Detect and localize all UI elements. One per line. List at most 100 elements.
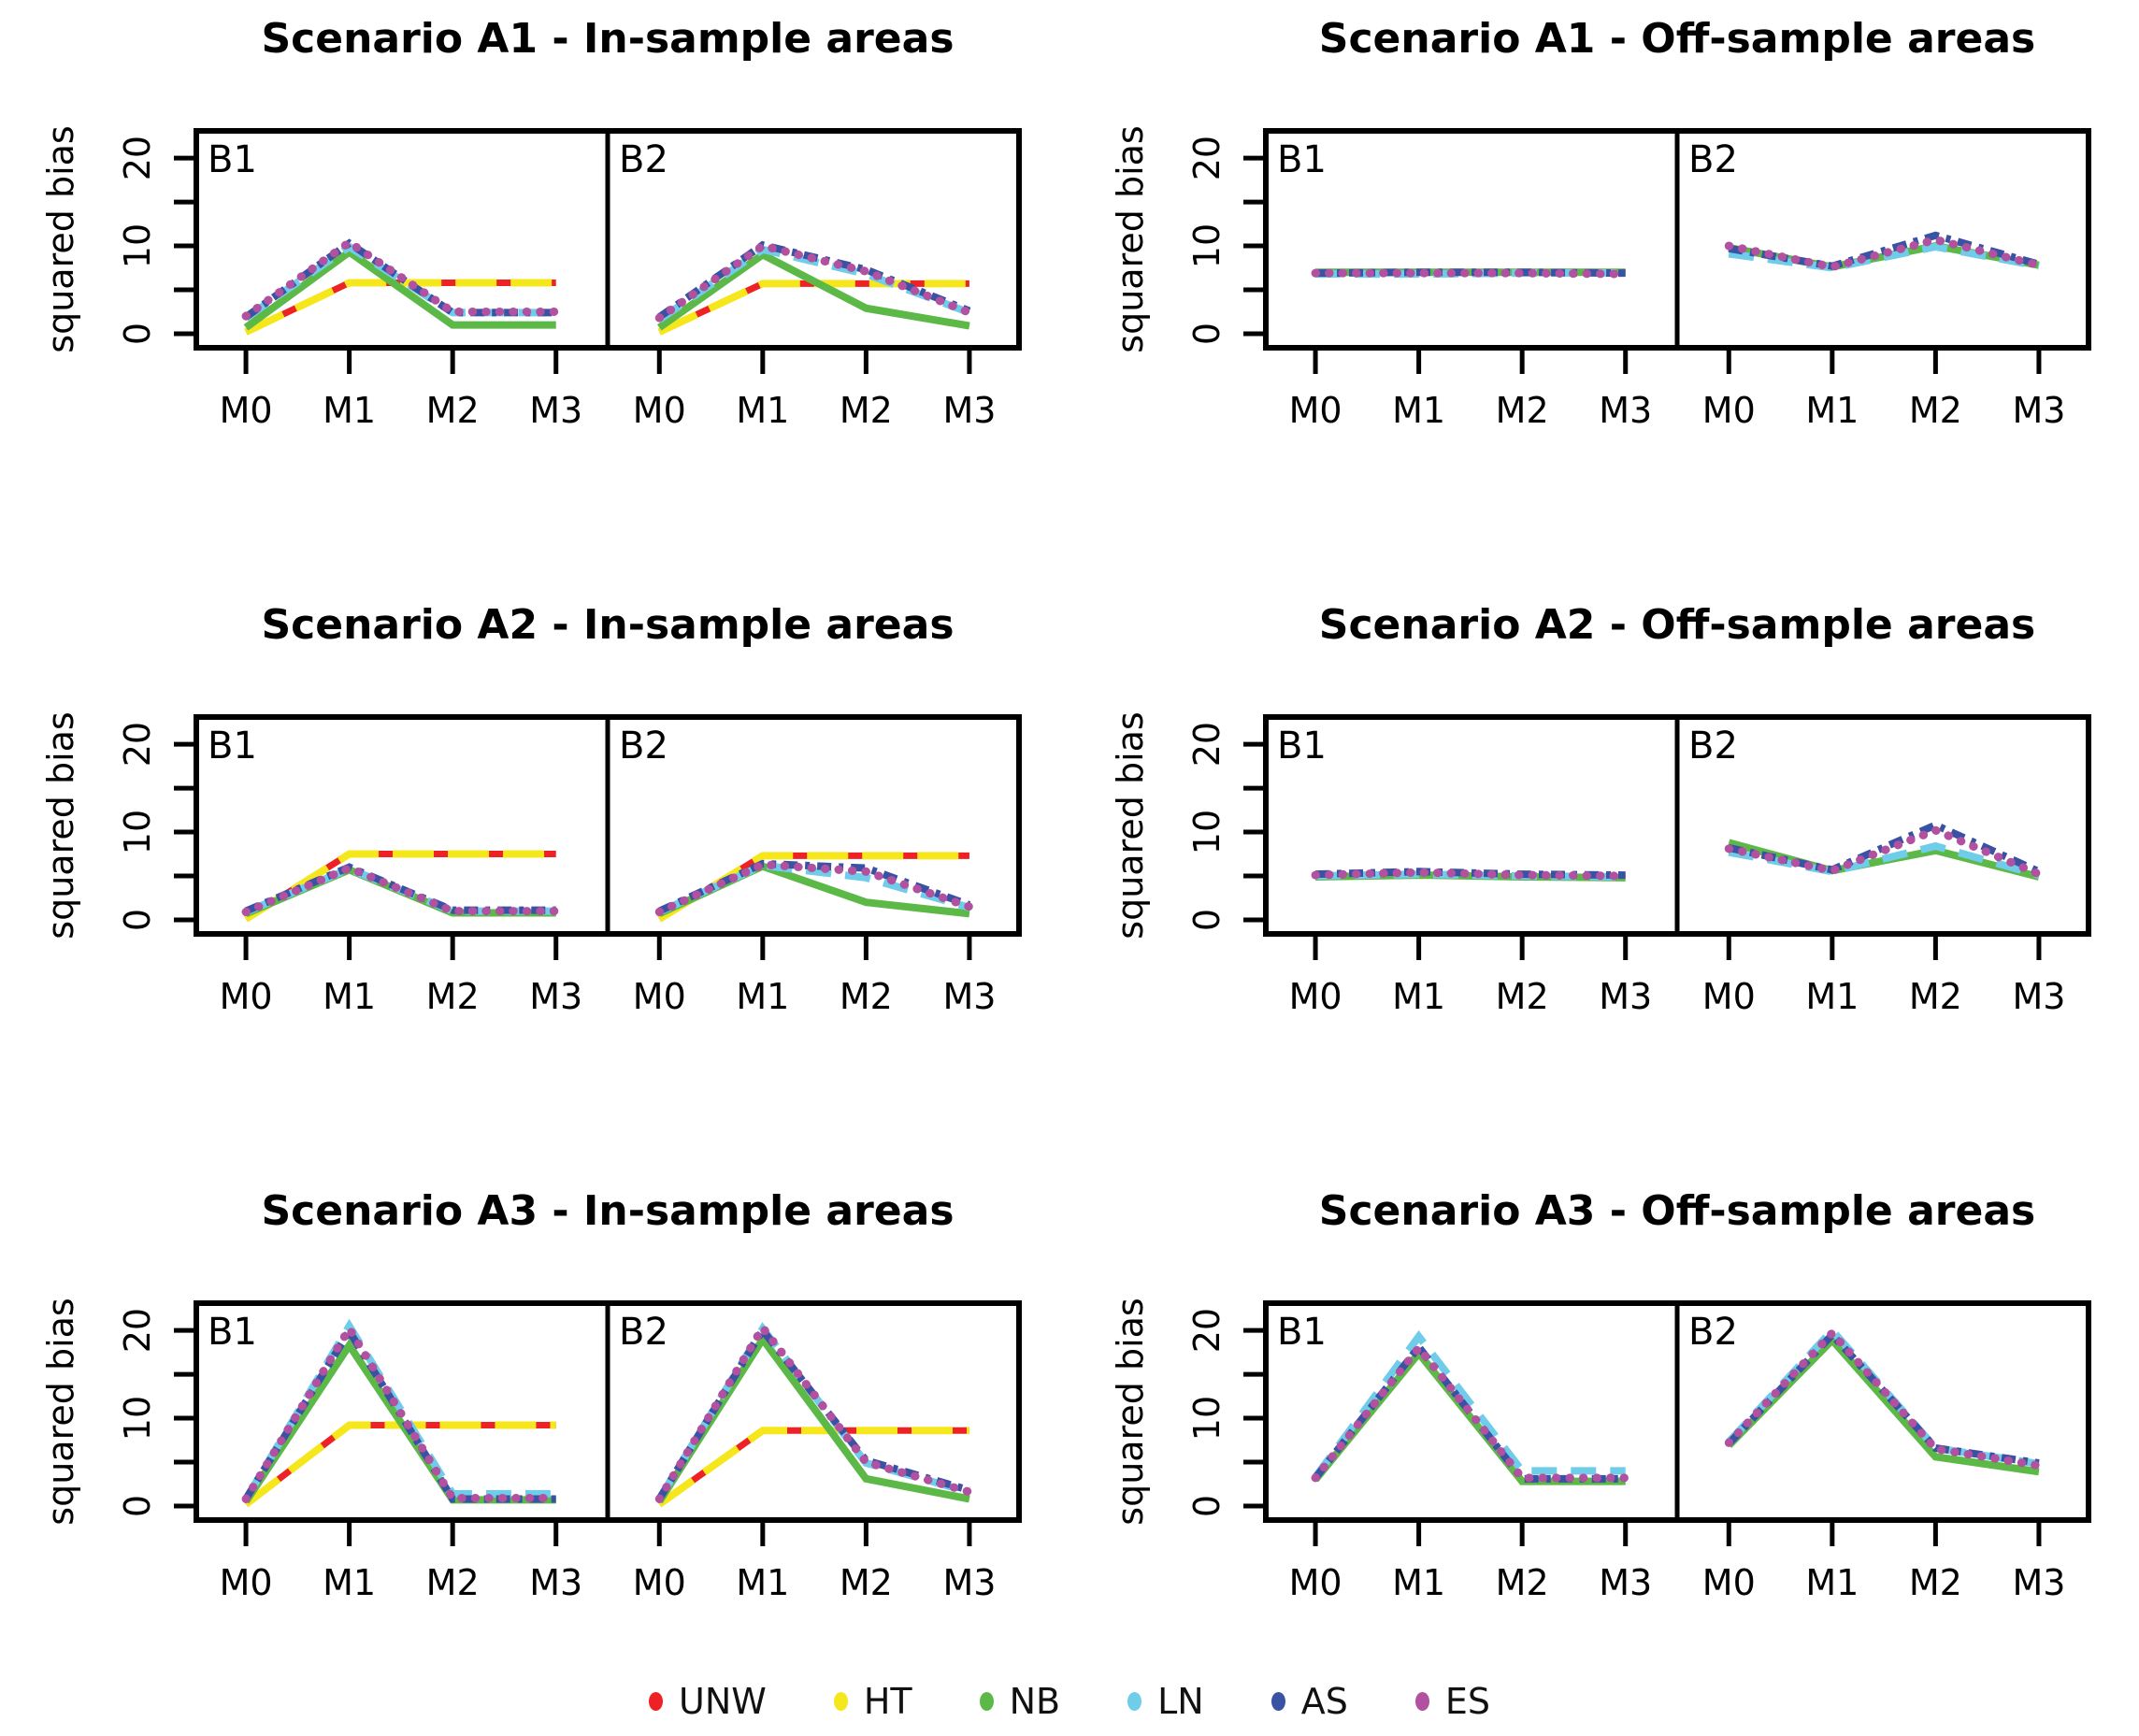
y-tick-label: 10 (1186, 1396, 1227, 1441)
y-tick-label: 0 (1186, 1495, 1227, 1517)
series-line-ht-b2 (656, 1427, 969, 1508)
subpanel-label-b1: B1 (1277, 138, 1327, 181)
series-line-nb-b2 (656, 250, 970, 331)
x-tick-label: M3 (2012, 390, 2065, 431)
y-tick-label: 0 (1186, 909, 1227, 931)
chart-svg-5: Scenario A3 - Off-sample areas squared bi… (1110, 1187, 2091, 1603)
y-tick-label: 10 (1186, 223, 1227, 268)
x-tick-label: M1 (1805, 390, 1859, 431)
subpanel-label-b2: B2 (619, 725, 668, 768)
subpanel-label-b1: B1 (1277, 1311, 1327, 1354)
series-line-es-b2 (1724, 1327, 2044, 1471)
y-axis-label: squared bias (40, 711, 81, 939)
legend-label-nb: NB (1009, 1681, 1061, 1722)
legend-label-unw: UNW (679, 1681, 767, 1722)
chart-panel-4: Scenario A3 - In-sample areas squared bia… (0, 1172, 1070, 1736)
chart-panel-1: Scenario A1 - Off-sample areas squared bi… (1070, 0, 2139, 586)
chart-title: Scenario A2 - Off-sample areas (1319, 601, 2035, 649)
y-axis-label: squared bias (40, 1298, 81, 1525)
x-tick-label: M2 (1496, 976, 1549, 1017)
legend-item-es: ES (1414, 1681, 1490, 1722)
x-tick-label: M1 (736, 976, 789, 1017)
legend-dot-ht (833, 1692, 848, 1711)
legend-item-ln: LN (1127, 1681, 1204, 1722)
x-tick-label: M0 (220, 976, 273, 1017)
x-tick-label: M2 (426, 1562, 480, 1603)
legend-label-es: ES (1444, 1681, 1490, 1722)
x-tick-label: M2 (1496, 1562, 1549, 1603)
legend: UNW HT NB LN AS ES (0, 1681, 2139, 1722)
x-tick-label: M3 (529, 1562, 582, 1603)
legend-dot-as (1270, 1692, 1285, 1711)
y-tick-label: 0 (117, 909, 158, 931)
y-axis-label: squared bias (1110, 1298, 1151, 1525)
x-tick-label: M2 (840, 976, 893, 1017)
series-line-ht-b1 (244, 279, 556, 336)
y-tick-label: 20 (117, 1308, 158, 1353)
subpanel-label-b2: B2 (619, 1311, 668, 1354)
series-line-es-b2 (1724, 825, 2044, 879)
chart-title: Scenario A1 - In-sample areas (261, 15, 954, 63)
series-line-es-b1 (1311, 868, 1630, 881)
x-tick-label: M2 (426, 390, 480, 431)
y-tick-label: 20 (117, 136, 158, 180)
x-tick-label: M3 (529, 390, 582, 431)
x-tick-label: M1 (323, 1562, 376, 1603)
y-tick-label: 0 (117, 323, 158, 345)
y-tick-label: 20 (1186, 722, 1227, 767)
x-tick-label: M0 (220, 1562, 273, 1603)
x-tick-label: M3 (942, 390, 996, 431)
chart-title: Scenario A3 - In-sample areas (261, 1187, 954, 1235)
x-tick-label: M0 (1289, 976, 1342, 1017)
chart-svg-3: Scenario A2 - Off-sample areas squared bi… (1110, 601, 2091, 1017)
y-tick-label: 0 (117, 1495, 158, 1517)
subpanel-label-b1: B1 (208, 725, 257, 768)
x-tick-label: M1 (1392, 976, 1445, 1017)
x-tick-label: M2 (426, 976, 480, 1017)
x-tick-label: M0 (633, 1562, 686, 1603)
y-axis-label: squared bias (1110, 125, 1151, 352)
y-tick-label: 0 (1186, 323, 1227, 345)
legend-label-as: AS (1300, 1681, 1348, 1722)
x-tick-label: M3 (1599, 390, 1652, 431)
x-tick-label: M1 (323, 976, 376, 1017)
legend-item-ht: HT (833, 1681, 912, 1722)
y-tick-label: 10 (1186, 810, 1227, 854)
legend-item-as: AS (1270, 1681, 1348, 1722)
series-line-nb-b2 (1726, 1334, 2040, 1476)
legend-dot-nb (979, 1692, 994, 1711)
subpanel-label-b2: B2 (1688, 725, 1738, 768)
x-tick-label: M0 (633, 390, 686, 431)
legend-dot-unw (649, 1692, 663, 1711)
x-tick-label: M1 (1805, 976, 1859, 1017)
x-tick-label: M0 (1702, 1562, 1756, 1603)
x-tick-label: M1 (1392, 1562, 1445, 1603)
chart-svg-1: Scenario A1 - Off-sample areas squared bi… (1110, 15, 2091, 431)
x-tick-label: M0 (1289, 1562, 1342, 1603)
series-line-nb-b1 (243, 247, 556, 331)
series-line-ln-b2 (1726, 1325, 2040, 1468)
chart-svg-2: Scenario A2 - In-sample areas squared bia… (40, 601, 1022, 1017)
series-line-ln-b1 (1312, 1330, 1626, 1480)
x-tick-label: M3 (1599, 976, 1652, 1017)
legend-label-ln: LN (1157, 1681, 1204, 1722)
legend-label-ht: HT (863, 1681, 912, 1722)
series-line-es-b2 (654, 860, 974, 917)
y-tick-label: 10 (117, 810, 158, 854)
x-tick-label: M2 (1496, 390, 1549, 431)
y-tick-label: 10 (117, 1396, 158, 1441)
x-tick-label: M0 (1702, 390, 1756, 431)
chart-panel-5: Scenario A3 - Off-sample areas squared bi… (1070, 1172, 2139, 1736)
charts-grid: Scenario A1 - In-sample areas squared bia… (40, 0, 2139, 1603)
chart-title: Scenario A3 - Off-sample areas (1319, 1187, 2035, 1235)
legend-item-unw: UNW (649, 1681, 767, 1722)
x-tick-label: M0 (220, 390, 273, 431)
chart-title: Scenario A2 - In-sample areas (261, 601, 954, 649)
x-tick-label: M1 (1392, 390, 1445, 431)
series-line-es-b2 (654, 241, 974, 323)
subpanel-label-b1: B1 (1277, 725, 1327, 768)
x-tick-label: M3 (942, 1562, 996, 1603)
y-tick-label: 10 (117, 223, 158, 268)
series-line-es-b1 (1311, 1341, 1630, 1483)
